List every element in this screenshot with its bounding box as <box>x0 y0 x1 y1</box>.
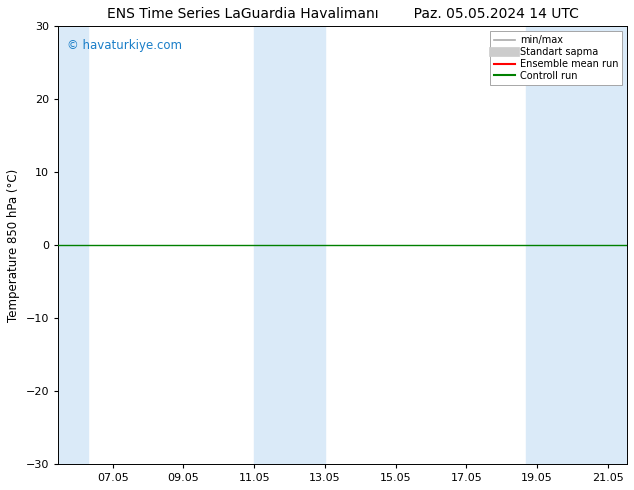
Bar <box>526 26 627 464</box>
Bar <box>254 26 325 464</box>
Y-axis label: Temperature 850 hPa (°C): Temperature 850 hPa (°C) <box>7 169 20 322</box>
Title: ENS Time Series LaGuardia Havalimanı        Paz. 05.05.2024 14 UTC: ENS Time Series LaGuardia Havalimanı Paz… <box>107 7 578 21</box>
Legend: min/max, Standart sapma, Ensemble mean run, Controll run: min/max, Standart sapma, Ensemble mean r… <box>489 31 622 85</box>
Bar <box>58 26 88 464</box>
Text: © havaturkiye.com: © havaturkiye.com <box>67 39 181 52</box>
